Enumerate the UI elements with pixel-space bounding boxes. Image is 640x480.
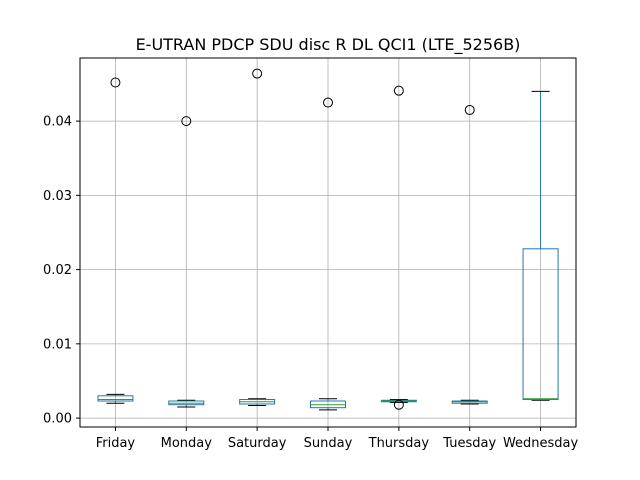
outlier-point [323, 97, 333, 108]
y-tick-label: 0.02 [43, 263, 72, 278]
y-tick-label: 0.03 [43, 189, 72, 204]
axes: 0.00 0.01 0.02 0.03 0.04 Friday Monday Saturday… [43, 115, 578, 451]
x-tick-label: Tuesday [442, 436, 496, 451]
box-monday [168, 116, 205, 408]
box-wednesday [522, 90, 559, 401]
x-tick-label: Friday [96, 436, 136, 451]
x-tick-label: Monday [161, 436, 213, 451]
boxes [97, 68, 559, 411]
y-tick-label: 0.01 [43, 337, 72, 352]
box-thursday [380, 85, 417, 410]
outlier-point [110, 77, 121, 88]
grid-lines [80, 58, 576, 427]
y-tick-label: 0.00 [43, 412, 72, 427]
outlier-point [464, 104, 475, 115]
outlier-point [252, 68, 263, 79]
iqr-box [97, 395, 134, 402]
y-tick-label: 0.04 [43, 115, 72, 130]
box-friday [97, 77, 134, 404]
x-tick-label: Wednesday [503, 436, 579, 451]
box-saturday [239, 68, 276, 406]
x-tick-label: Sunday [304, 436, 353, 451]
box-tuesday [451, 104, 488, 405]
plot-frame [79, 57, 577, 428]
x-tick-label: Saturday [228, 436, 287, 451]
outlier-point [393, 85, 404, 96]
chart-title: E-UTRAN PDCP SDU disc R DL QCI1 (LTE_525… [136, 35, 521, 55]
iqr-box [522, 248, 559, 401]
outlier-point [393, 399, 404, 410]
x-tick-label: Thursday [368, 436, 430, 451]
box-sunday [310, 97, 346, 411]
outlier-point [181, 116, 192, 127]
